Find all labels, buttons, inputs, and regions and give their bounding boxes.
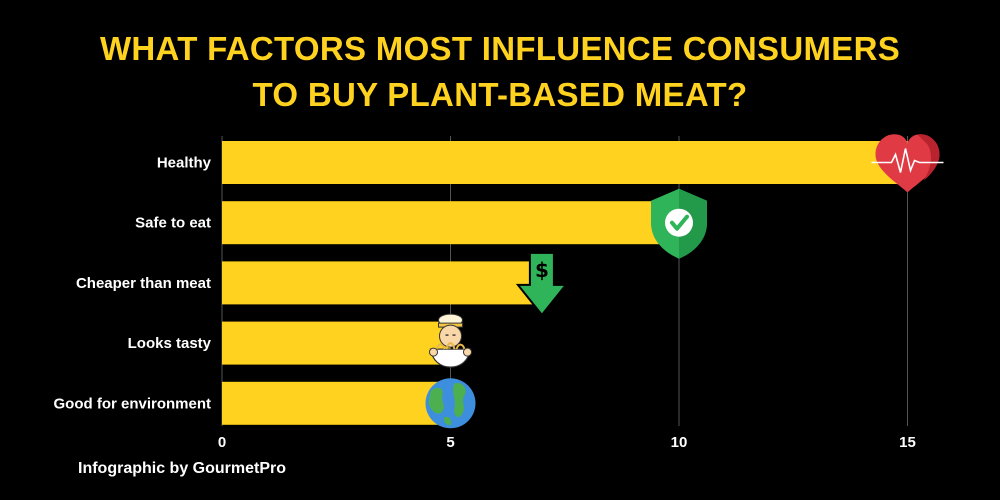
x-tick-label: 5 xyxy=(446,434,454,451)
category-label: Cheaper than meat xyxy=(76,275,211,292)
bars xyxy=(222,141,908,425)
globe-icon xyxy=(425,378,476,429)
shield-check-icon xyxy=(651,188,707,259)
heart-icon xyxy=(871,134,944,193)
x-tick-label: 0 xyxy=(218,434,226,451)
x-axis-ticks: 0 5 10 15 xyxy=(218,434,916,451)
x-tick-label: 15 xyxy=(899,434,916,451)
chart-title-line-2: TO BUY PLANT-BASED MEAT? xyxy=(252,76,748,113)
bar xyxy=(222,201,679,245)
infographic-credit: Infographic by GourmetPro xyxy=(78,460,287,477)
category-label: Good for environment xyxy=(54,395,212,412)
bar xyxy=(222,141,908,184)
x-tick-label: 10 xyxy=(671,434,688,451)
chart-title: WHAT FACTORS MOST INFLUENCE CONSUMERS TO… xyxy=(0,26,1000,118)
category-labels: Healthy Safe to eat Cheaper than meat Looks… xyxy=(54,155,212,413)
bar-icons: $ xyxy=(425,134,944,429)
bar xyxy=(222,261,542,305)
noodle-chef-icon xyxy=(429,313,472,368)
svg-text:$: $ xyxy=(535,258,549,282)
category-label: Safe to eat xyxy=(135,215,211,232)
bar xyxy=(222,321,451,365)
dollar-down-arrow-icon: $ xyxy=(515,251,568,317)
category-label: Looks tasty xyxy=(128,335,212,352)
chart-title-line-1: WHAT FACTORS MOST INFLUENCE CONSUMERS xyxy=(99,30,901,67)
bar xyxy=(222,381,451,425)
category-label: Healthy xyxy=(157,155,212,172)
